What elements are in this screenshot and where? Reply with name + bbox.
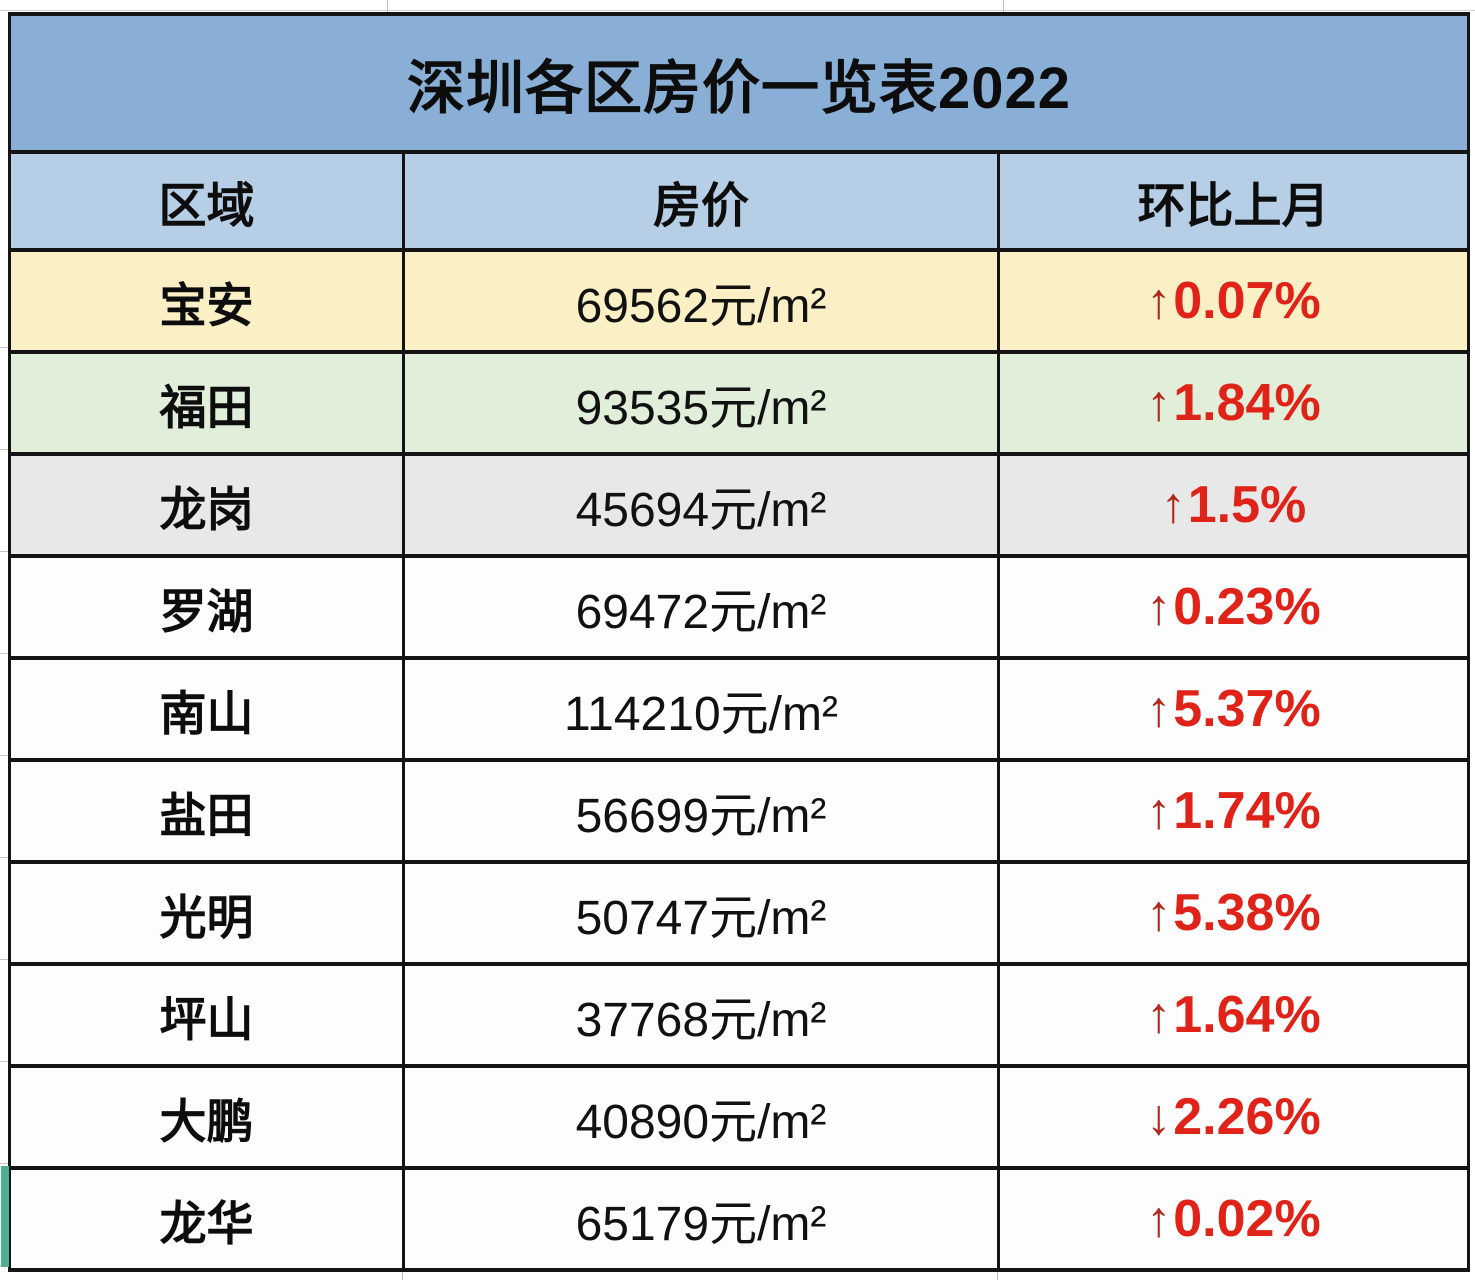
price-cell[interactable]: 93535元/m² [402, 350, 1000, 456]
price-cell[interactable]: 69562元/m² [402, 248, 1000, 354]
table-row: 罗湖 69472元/m² ↑0.23% [8, 554, 1470, 660]
district-cell[interactable]: 盐田 [8, 758, 405, 864]
price-value: 93535元/m² [575, 382, 827, 435]
trend-arrow-icon: ↑ [1146, 885, 1172, 941]
gridline-horizontal [0, 10, 1475, 11]
change-value: 5.37% [1173, 680, 1321, 738]
district-label: 大鹏 [159, 1094, 254, 1148]
table-row: 光明 50747元/m² ↑5.38% [8, 860, 1470, 966]
district-label: 光明 [159, 890, 254, 944]
price-cell[interactable]: 65179元/m² [402, 1166, 1000, 1272]
trend-arrow-icon: ↑ [1146, 273, 1172, 329]
price-value: 56699元/m² [575, 790, 827, 843]
district-label: 福田 [159, 380, 254, 434]
district-label: 宝安 [159, 278, 254, 332]
gridline-left-margin [0, 246, 8, 1268]
district-cell[interactable]: 罗湖 [8, 554, 405, 660]
trend-arrow-icon: ↑ [1146, 987, 1172, 1043]
change-cell[interactable]: ↑0.02% [997, 1166, 1470, 1272]
table-row: 龙岗 45694元/m² ↑1.5% [8, 452, 1470, 558]
trend-arrow-icon: ↑ [1146, 579, 1172, 635]
table-row: 宝安 69562元/m² ↑0.07% [8, 248, 1470, 354]
page-title[interactable]: 深圳各区房价一览表2022 [8, 12, 1470, 154]
gridline-vertical [387, 0, 388, 12]
gridline-vertical [402, 1268, 403, 1280]
trend-arrow-icon: ↓ [1146, 1089, 1172, 1145]
district-cell[interactable]: 龙岗 [8, 452, 405, 558]
price-cell[interactable]: 50747元/m² [402, 860, 1000, 966]
price-value: 40890元/m² [575, 1096, 827, 1149]
district-cell[interactable]: 福田 [8, 350, 405, 456]
price-cell[interactable]: 45694元/m² [402, 452, 1000, 558]
price-value: 114210元/m² [564, 688, 838, 741]
trend-arrow-icon: ↑ [1160, 477, 1186, 533]
change-value: 0.07% [1173, 272, 1321, 330]
change-cell[interactable]: ↑1.64% [997, 962, 1470, 1068]
change-cell[interactable]: ↑0.23% [997, 554, 1470, 660]
change-cell[interactable]: ↑5.37% [997, 656, 1470, 762]
price-cell[interactable]: 56699元/m² [402, 758, 1000, 864]
gridline-vertical [997, 1268, 998, 1280]
change-value: 1.74% [1173, 782, 1321, 840]
trend-arrow-icon: ↑ [1146, 783, 1172, 839]
price-table: 深圳各区房价一览表2022 区域 房价 环比上月 宝安 69562元/m² ↑0… [8, 12, 1470, 1272]
table-row: 坪山 37768元/m² ↑1.64% [8, 962, 1470, 1068]
price-value: 45694元/m² [575, 484, 827, 537]
table-row: 龙华 65179元/m² ↑0.02% [8, 1166, 1470, 1272]
change-value: 1.64% [1173, 986, 1321, 1044]
district-label: 盐田 [159, 788, 254, 842]
district-cell[interactable]: 龙华 [8, 1166, 405, 1272]
table-row: 南山 114210元/m² ↑5.37% [8, 656, 1470, 762]
district-label: 坪山 [159, 992, 254, 1046]
change-value: 1.5% [1187, 476, 1307, 534]
price-value: 50747元/m² [575, 892, 827, 945]
table-row: 福田 93535元/m² ↑1.84% [8, 350, 1470, 456]
column-header-price[interactable]: 房价 [402, 150, 1000, 252]
district-label: 龙岗 [159, 482, 254, 536]
change-value: 1.84% [1173, 374, 1321, 432]
price-value: 69562元/m² [575, 280, 827, 333]
price-cell[interactable]: 69472元/m² [402, 554, 1000, 660]
title-row: 深圳各区房价一览表2022 [8, 12, 1470, 154]
trend-arrow-icon: ↑ [1146, 375, 1172, 431]
change-value: 5.38% [1173, 884, 1321, 942]
district-cell[interactable]: 大鹏 [8, 1064, 405, 1170]
district-label: 龙华 [159, 1196, 254, 1250]
change-value: 2.26% [1173, 1088, 1321, 1146]
trend-arrow-icon: ↑ [1146, 681, 1172, 737]
gridline-vertical [1003, 0, 1004, 12]
table-row: 大鹏 40890元/m² ↓2.26% [8, 1064, 1470, 1170]
change-cell[interactable]: ↑1.84% [997, 350, 1470, 456]
district-cell[interactable]: 宝安 [8, 248, 405, 354]
header-row: 区域 房价 环比上月 [8, 150, 1470, 252]
price-value: 65179元/m² [575, 1198, 827, 1251]
change-cell[interactable]: ↑1.74% [997, 758, 1470, 864]
district-label: 南山 [159, 686, 254, 740]
price-cell[interactable]: 40890元/m² [402, 1064, 1000, 1170]
price-value: 37768元/m² [575, 994, 827, 1047]
price-value: 69472元/m² [575, 586, 827, 639]
change-cell[interactable]: ↑5.38% [997, 860, 1470, 966]
column-header-change[interactable]: 环比上月 [997, 150, 1470, 252]
district-cell[interactable]: 光明 [8, 860, 405, 966]
change-value: 0.23% [1173, 578, 1321, 636]
change-cell[interactable]: ↑1.5% [997, 452, 1470, 558]
price-cell[interactable]: 114210元/m² [402, 656, 1000, 762]
trend-arrow-icon: ↑ [1146, 1191, 1172, 1247]
district-label: 罗湖 [159, 584, 254, 638]
price-cell[interactable]: 37768元/m² [402, 962, 1000, 1068]
column-header-district[interactable]: 区域 [8, 150, 405, 252]
selection-accent-bar [1, 1166, 9, 1267]
district-cell[interactable]: 坪山 [8, 962, 405, 1068]
change-cell[interactable]: ↓2.26% [997, 1064, 1470, 1170]
district-cell[interactable]: 南山 [8, 656, 405, 762]
change-value: 0.02% [1173, 1190, 1321, 1248]
table-row: 盐田 56699元/m² ↑1.74% [8, 758, 1470, 864]
change-cell[interactable]: ↑0.07% [997, 248, 1470, 354]
